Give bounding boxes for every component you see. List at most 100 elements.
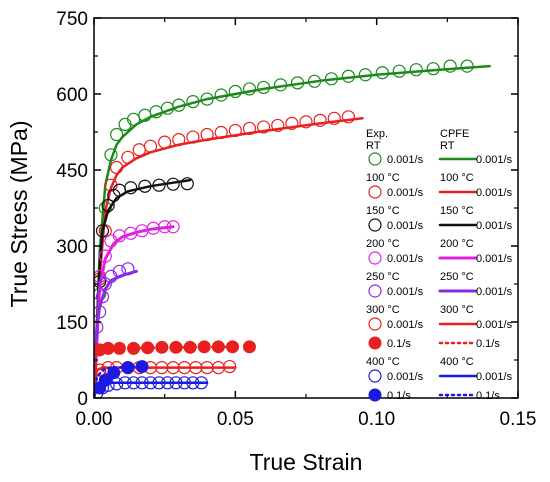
data-point bbox=[166, 361, 180, 375]
data-point bbox=[392, 64, 406, 78]
data-point bbox=[169, 340, 183, 354]
y-tick-label: 0 bbox=[77, 389, 88, 410]
legend-marker bbox=[368, 284, 382, 298]
data-point bbox=[95, 290, 110, 304]
legend-group-label: 200 °C bbox=[440, 238, 474, 250]
data-point bbox=[143, 376, 158, 390]
data-point bbox=[307, 74, 322, 88]
data-point bbox=[107, 366, 121, 380]
data-point bbox=[358, 68, 372, 82]
data-point bbox=[172, 98, 186, 112]
data-point bbox=[177, 361, 192, 375]
legend-cpfe-header: CPFE bbox=[440, 128, 469, 140]
data-point bbox=[327, 111, 341, 125]
data-point bbox=[95, 224, 110, 238]
data-point bbox=[180, 177, 194, 191]
data-point bbox=[189, 361, 203, 375]
legend-exp-header: Exp. bbox=[366, 128, 388, 140]
data-point bbox=[158, 220, 172, 234]
data-point bbox=[132, 143, 146, 157]
data-point bbox=[285, 116, 299, 130]
legend-exp-rate: 0.001/s bbox=[387, 319, 424, 331]
data-point bbox=[341, 69, 355, 83]
data-point bbox=[172, 133, 186, 147]
data-point bbox=[155, 361, 169, 375]
data-point bbox=[110, 160, 124, 175]
data-point bbox=[214, 125, 228, 140]
x-tick-label: 0.10 bbox=[358, 409, 395, 430]
data-point bbox=[177, 376, 192, 390]
data-point bbox=[257, 80, 271, 95]
axes: 0 150 300 450 600 750 0.00 0.05 0.10 0.15 bbox=[56, 9, 536, 430]
data-point bbox=[186, 130, 200, 144]
y-tick-label: 600 bbox=[56, 85, 88, 106]
data-point bbox=[135, 360, 149, 374]
legend-marker bbox=[368, 369, 382, 383]
data-point bbox=[94, 320, 104, 334]
x-tick-label: 0.15 bbox=[500, 409, 537, 430]
data-point bbox=[160, 376, 175, 390]
data-point bbox=[211, 340, 225, 354]
data-point bbox=[141, 341, 155, 355]
data-point bbox=[194, 376, 209, 390]
data-point bbox=[104, 148, 118, 162]
model-line-4 bbox=[94, 269, 138, 398]
data-point bbox=[324, 72, 339, 86]
legend-cpfe-rate: 0.1/s bbox=[476, 390, 500, 402]
data-point bbox=[183, 340, 197, 354]
data-point bbox=[313, 113, 327, 127]
y-tick-label: 300 bbox=[56, 237, 88, 258]
data-point bbox=[126, 376, 141, 390]
legend-marker bbox=[368, 317, 382, 331]
data-point bbox=[223, 359, 237, 374]
data-point bbox=[118, 117, 132, 132]
data-point bbox=[135, 376, 149, 390]
data-point bbox=[112, 341, 126, 355]
data-point bbox=[121, 361, 135, 375]
data-point bbox=[242, 121, 257, 136]
data-point bbox=[443, 59, 457, 73]
data-point bbox=[112, 264, 127, 278]
legend-exp-rate: 0.001/s bbox=[387, 286, 424, 298]
legend-marker bbox=[368, 218, 382, 232]
legend-exp-rate: 0.1/s bbox=[387, 338, 411, 350]
data-point bbox=[126, 112, 141, 126]
data-point bbox=[121, 262, 135, 276]
legend-cpfe-rate: 0.001/s bbox=[476, 253, 513, 265]
legend-exp-rate: 0.1/s bbox=[387, 390, 411, 402]
data-point bbox=[214, 88, 228, 102]
data-point bbox=[290, 76, 305, 90]
data-point bbox=[200, 92, 214, 106]
legend-cpfe-rate: 0.001/s bbox=[476, 220, 513, 232]
legend-cpfe-rate: 0.001/s bbox=[476, 371, 513, 383]
data-point bbox=[211, 361, 225, 375]
data-point bbox=[152, 376, 166, 390]
y-axis-label: True Stress (MPa) bbox=[6, 120, 32, 307]
legend-exp-rate: 0.001/s bbox=[387, 154, 424, 166]
data-point bbox=[127, 341, 141, 355]
legend-marker bbox=[368, 251, 382, 265]
data-point bbox=[138, 179, 152, 193]
legend-exp-rate: 0.001/s bbox=[387, 187, 424, 199]
data-point bbox=[228, 84, 242, 99]
data-point bbox=[409, 63, 423, 77]
legend-cpfe-rate: 0.001/s bbox=[476, 154, 513, 166]
legend-exp-rate: 0.001/s bbox=[387, 253, 424, 265]
data-point bbox=[94, 363, 107, 377]
legend-cpfe-rate: 0.001/s bbox=[476, 187, 513, 199]
data-point bbox=[271, 118, 285, 133]
model-line-1 bbox=[94, 117, 364, 398]
data-point bbox=[226, 340, 240, 354]
data-point bbox=[98, 373, 112, 387]
legend-group-label: 400 °C bbox=[366, 356, 400, 368]
data-point bbox=[110, 127, 124, 142]
data-point bbox=[299, 115, 313, 129]
legend-group-label: 150 °C bbox=[366, 205, 400, 217]
legend-group-label: 150 °C bbox=[440, 205, 474, 217]
data-point bbox=[158, 135, 172, 149]
data-point bbox=[124, 181, 138, 195]
data-point bbox=[257, 120, 271, 134]
data-point bbox=[273, 78, 288, 92]
data-point bbox=[166, 220, 180, 234]
legend-cpfe-rate: 0.001/s bbox=[476, 319, 513, 331]
